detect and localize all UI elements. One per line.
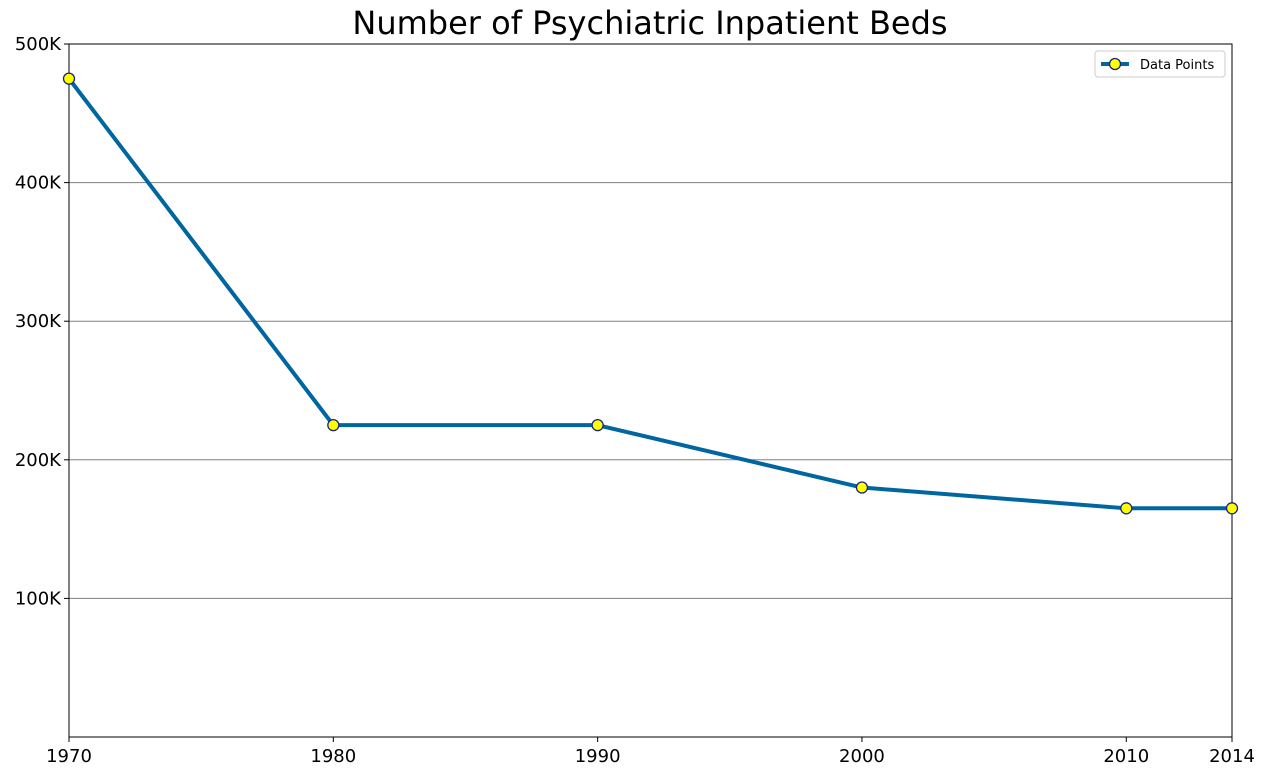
legend: Data Points [1094, 50, 1226, 78]
legend-label: Data Points [1140, 58, 1214, 73]
series-layer [62, 72, 1239, 515]
data-point [591, 418, 604, 432]
data-point [855, 481, 869, 494]
x-tick-label: 1990 [575, 746, 621, 767]
legend-marker [1108, 57, 1122, 71]
plot-frame [68, 43, 1233, 738]
y-tick-label: 300K [15, 311, 62, 332]
tick-labels: 100K 200K 300K 400K 500K 1970 1980 1990 2000 2010… [15, 34, 1255, 767]
x-tick-label: 1980 [310, 746, 356, 767]
series-line [67, 76, 1234, 511]
x-tick-label: 2000 [839, 746, 885, 767]
chart-title: Number of Psychiatric Inpatient Beds [352, 4, 948, 42]
y-tick-label: 500K [15, 34, 62, 55]
y-tick-label: 400K [15, 173, 62, 194]
legend-box [1094, 50, 1226, 78]
data-point [327, 418, 340, 432]
grid-lines [69, 43, 1232, 599]
x-tick-label: 1970 [46, 746, 92, 767]
data-point [62, 72, 76, 85]
data-point [1225, 502, 1239, 515]
y-tick-label: 200K [15, 450, 62, 471]
data-point [1120, 502, 1133, 515]
x-tick-label: 2010 [1103, 746, 1149, 767]
x-tick-label: 2014 [1209, 746, 1255, 767]
y-tick-label: 100K [15, 588, 62, 609]
axes [64, 43, 1233, 742]
